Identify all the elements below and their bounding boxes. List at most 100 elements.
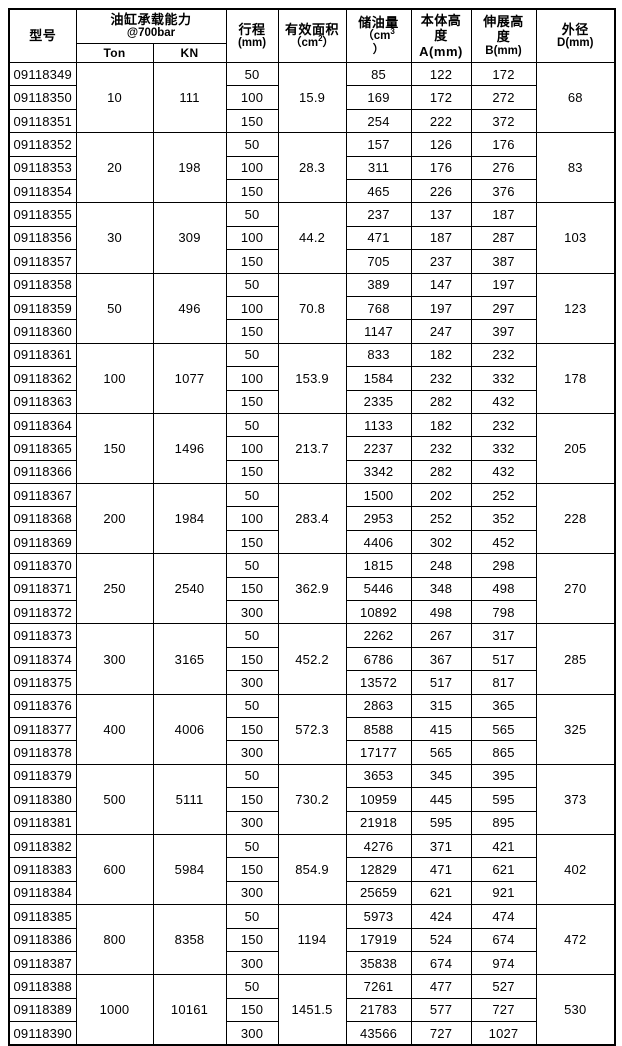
- cell-stroke: 150: [225, 716, 279, 742]
- cell-model: 09118371: [8, 576, 77, 602]
- table-row: 09118367 200 1984 50 283.4 1500 202 252 228: [8, 483, 616, 555]
- cell-stroke: 50: [225, 623, 279, 648]
- cell-body-height: 471: [410, 857, 472, 882]
- cell-extended-height: 187: [470, 202, 537, 227]
- cell-extended-height: 674: [470, 927, 537, 952]
- cell-stroke: 150: [225, 249, 279, 274]
- table-row: 09118357 150 705 237 387: [8, 249, 615, 274]
- table-row: 09118377 150 8588 415 565: [8, 716, 615, 742]
- cell-outer-diameter: 123: [535, 272, 616, 344]
- cell-outer-diameter: 228: [535, 483, 616, 555]
- cell-effective-area: 15.9: [277, 62, 347, 134]
- cell-body-height: 187: [410, 225, 472, 251]
- table-row: 09118355 30 309 50 44.2 237 137 187 103: [8, 202, 616, 274]
- cell-extended-height: 317: [470, 623, 537, 648]
- cell-oil-capacity: 4276: [345, 833, 412, 859]
- cell-model: 09118368: [8, 506, 77, 531]
- cell-capacity-ton: 500: [75, 763, 154, 835]
- cell-extended-height: 397: [470, 319, 537, 344]
- cell-oil-capacity: 10892: [345, 600, 412, 625]
- table-row: 09118362 100 1584 232 332: [8, 366, 615, 391]
- cell-outer-diameter: 402: [535, 833, 616, 906]
- table-body: 09118349 10 111 50 15.9 85 122 172 68 09118350 100…: [8, 62, 616, 1046]
- cell-oil-capacity: 2863: [345, 693, 412, 718]
- table-row: 09118349 10 111 50 15.9 85 122 172 68: [8, 62, 616, 134]
- cell-capacity-ton: 1000: [75, 974, 154, 1046]
- cell-extended-height: 974: [470, 950, 537, 976]
- cell-extended-height: 232: [470, 412, 537, 438]
- cell-oil-capacity: 2335: [345, 389, 412, 414]
- cell-capacity-ton: 800: [75, 904, 154, 976]
- cell-effective-area: 362.9: [277, 553, 347, 625]
- cell-stroke: 50: [225, 974, 279, 999]
- cell-stroke: 50: [225, 904, 279, 929]
- cell-stroke: 50: [225, 483, 279, 508]
- header-label-area: 有效面积: [285, 21, 340, 37]
- cell-extended-height: 432: [470, 389, 537, 414]
- table-row: 09118356 100 471 187 287: [8, 225, 615, 251]
- cell-oil-capacity: 1584: [345, 366, 412, 391]
- area-unit-close: ）: [322, 36, 335, 49]
- cell-extended-height: 565: [470, 716, 537, 742]
- table-row: 09118358 50 496 50 70.8 389 147 197 123: [8, 272, 616, 344]
- cell-oil-capacity: 85: [345, 62, 412, 87]
- cell-oil-capacity: 4406: [345, 529, 412, 555]
- cell-body-height: 252: [410, 506, 472, 531]
- cell-body-height: 415: [410, 716, 472, 742]
- header-label-oil-unit-close: ）: [372, 43, 385, 56]
- cell-oil-capacity: 6786: [345, 646, 412, 672]
- cell-capacity-ton: 100: [75, 342, 154, 414]
- header-row-primary: 型号 油缸承载能力 @700bar 行程 (mm) 有效面积 （cm2） 储油量…: [8, 8, 616, 64]
- table-row: 09118378 300 17177 565 865: [8, 740, 615, 765]
- cell-capacity-kn: 111: [152, 62, 227, 134]
- cell-oil-capacity: 311: [345, 155, 412, 181]
- table-row: 09118368 100 2953 252 352: [8, 506, 615, 531]
- cell-outer-diameter: 103: [535, 202, 616, 274]
- cell-extended-height: 595: [470, 787, 537, 812]
- cell-stroke: 50: [225, 132, 279, 157]
- table-row: 09118388 1000 10161 50 1451.5 7261 477 527 530: [8, 974, 616, 1046]
- cell-model: 09118389: [8, 997, 77, 1023]
- cell-stroke: 150: [225, 857, 279, 882]
- cell-outer-diameter: 472: [535, 904, 616, 976]
- cell-model: 09118385: [8, 904, 77, 929]
- cell-body-height: 674: [410, 950, 472, 976]
- cell-capacity-ton: 250: [75, 553, 154, 625]
- cell-oil-capacity: 1147: [345, 319, 412, 344]
- header-label-capacity: 油缸承载能力: [110, 12, 192, 27]
- cell-stroke: 150: [225, 389, 279, 414]
- cylinder-spec-table: 型号 油缸承载能力 @700bar 行程 (mm) 有效面积 （cm2） 储油量…: [8, 8, 617, 1046]
- cell-extended-height: 332: [470, 436, 537, 461]
- cell-model: 09118375: [8, 670, 77, 695]
- cell-model: 09118379: [8, 763, 77, 789]
- table-row: 09118353 100 311 176 276: [8, 155, 615, 181]
- cell-effective-area: 572.3: [277, 693, 347, 765]
- cell-extended-height: 1027: [470, 1021, 537, 1046]
- cell-model: 09118354: [8, 178, 77, 204]
- area-unit-exponent: 2: [318, 34, 323, 44]
- cell-oil-capacity: 1815: [345, 553, 412, 578]
- cell-stroke: 50: [225, 693, 279, 718]
- cell-oil-capacity: 17177: [345, 740, 412, 765]
- cell-capacity-kn: 5984: [152, 833, 227, 906]
- cell-oil-capacity: 12829: [345, 857, 412, 882]
- column-header-oil-capacity: 储油量 （cm3 ）: [345, 8, 412, 64]
- cell-model: 09118382: [8, 833, 77, 859]
- cell-oil-capacity: 768: [345, 295, 412, 321]
- cell-stroke: 100: [225, 506, 279, 531]
- table-row: 09118364 150 1496 50 213.7 1133 182 232 205: [8, 412, 616, 485]
- cell-model: 09118355: [8, 202, 77, 227]
- cell-capacity-ton: 30: [75, 202, 154, 274]
- cell-stroke: 300: [225, 880, 279, 906]
- cell-model: 09118377: [8, 716, 77, 742]
- cell-model: 09118358: [8, 272, 77, 297]
- cell-oil-capacity: 1500: [345, 483, 412, 508]
- column-header-stroke: 行程 (mm): [225, 8, 279, 64]
- cell-body-height: 182: [410, 342, 472, 368]
- cell-body-height: 565: [410, 740, 472, 765]
- cell-stroke: 150: [225, 787, 279, 812]
- cell-model: 09118350: [8, 85, 77, 110]
- cell-body-height: 172: [410, 85, 472, 110]
- cell-extended-height: 895: [470, 810, 537, 835]
- cell-model: 09118381: [8, 810, 77, 835]
